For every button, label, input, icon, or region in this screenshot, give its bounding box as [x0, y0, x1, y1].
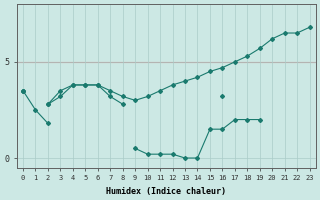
X-axis label: Humidex (Indice chaleur): Humidex (Indice chaleur) — [106, 187, 226, 196]
